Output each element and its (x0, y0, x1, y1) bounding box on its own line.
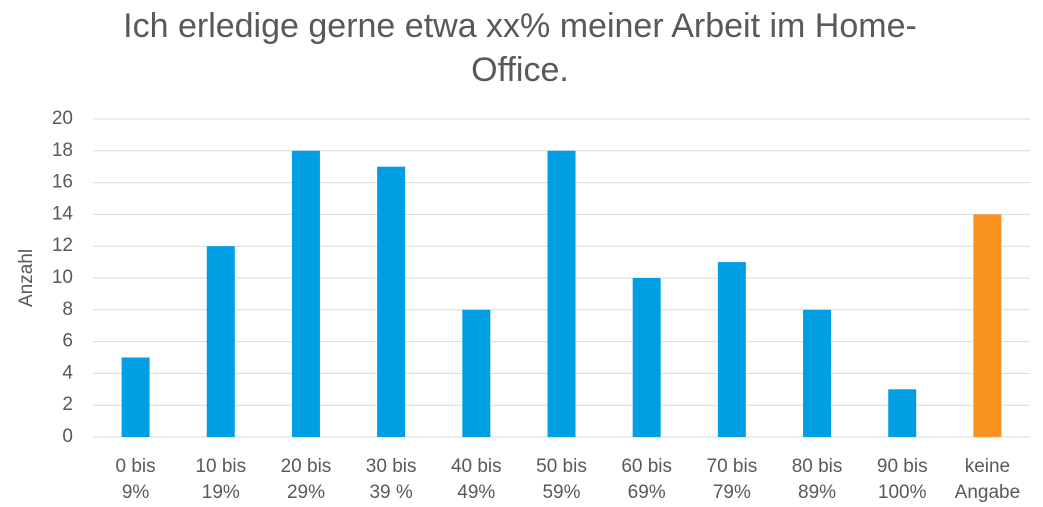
x-tick-label: 100% (878, 482, 927, 503)
x-tick-label: 60 bis (621, 456, 672, 477)
bar (888, 389, 917, 437)
bar (462, 309, 491, 437)
bar (377, 166, 406, 437)
y-tick-label: 20 (52, 108, 73, 129)
bar (547, 150, 576, 438)
x-tick-label: 79% (713, 482, 751, 503)
x-tick-label: 89% (798, 482, 836, 503)
x-tick-label: 10 bis (195, 456, 246, 477)
chart-title: Ich erledige gerne etwa xx% meiner Arbei… (123, 7, 917, 89)
x-tick-label: 69% (628, 482, 666, 503)
y-tick-label: 14 (52, 203, 74, 224)
x-tick-label: 80 bis (792, 456, 843, 477)
x-tick-label: 9% (122, 482, 150, 503)
bar (803, 309, 832, 437)
bar (291, 150, 320, 438)
x-tick-label: 39 % (369, 482, 412, 503)
bar (717, 262, 746, 437)
bar (121, 357, 150, 437)
x-tick-label: 40 bis (451, 456, 502, 477)
bar (973, 214, 1002, 437)
x-tick-label: 20 bis (281, 456, 332, 477)
x-tick-label: 50 bis (536, 456, 587, 477)
y-tick-label: 16 (52, 172, 73, 193)
x-tick-label: 0 bis (116, 456, 156, 477)
x-tick-label: 29% (287, 482, 325, 503)
y-tick-label: 8 (62, 299, 73, 320)
x-tick-label: 90 bis (877, 456, 928, 477)
x-tick-label: 59% (542, 482, 580, 503)
y-tick-label: 6 (62, 331, 73, 352)
x-tick-label: 49% (457, 482, 495, 503)
y-tick-label: 0 (62, 426, 73, 447)
x-tick-label: keine (965, 456, 1010, 477)
x-tick-label: 70 bis (707, 456, 758, 477)
x-tick-label: Angabe (955, 482, 1021, 503)
y-axis-label: Anzahl (16, 249, 37, 307)
y-tick-label: 10 (52, 267, 73, 288)
x-tick-label: 30 bis (366, 456, 417, 477)
y-tick-label: 18 (52, 140, 73, 161)
y-tick-label: 2 (62, 394, 73, 415)
x-tick-label: 19% (202, 482, 240, 503)
bar (206, 246, 235, 437)
y-tick-label: 4 (62, 362, 73, 383)
bar (632, 278, 661, 437)
y-tick-label: 12 (52, 235, 73, 256)
